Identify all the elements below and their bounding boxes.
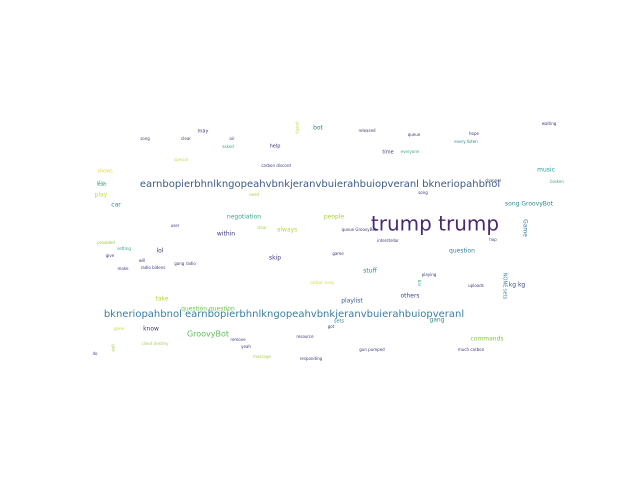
- word-44: special: [174, 157, 188, 162]
- word-51: hop: [489, 237, 497, 242]
- word-31: broken: [550, 179, 564, 184]
- word-24: kg kg: [509, 282, 526, 289]
- word-55: give: [106, 253, 115, 258]
- word-67: remove: [230, 337, 246, 342]
- word-30: NONE sets: [502, 273, 508, 300]
- word-5: negotiation: [227, 214, 261, 221]
- word-16: lol: [156, 248, 163, 255]
- word-9: skip: [269, 255, 281, 262]
- word-66: resource: [296, 334, 314, 339]
- word-17: know: [143, 326, 159, 333]
- word-10: stuff: [363, 268, 377, 275]
- word-62: carbon easy: [310, 280, 335, 285]
- word-8: within: [217, 231, 235, 238]
- word-48: clear: [257, 225, 267, 230]
- word-60: game: [332, 251, 344, 256]
- word-78: gee: [111, 344, 116, 352]
- word-52: play: [97, 180, 106, 185]
- word-28: take: [156, 296, 169, 303]
- word-71: message: [253, 354, 272, 359]
- word-2: bkneriopahbnol earnbopierbhnlkngopeahvbn…: [104, 309, 464, 320]
- word-36: asked: [222, 144, 234, 149]
- word-39: every listen: [454, 139, 478, 144]
- word-12: others: [400, 293, 419, 300]
- word-75: got: [328, 324, 335, 329]
- word-49: queue GroovyBot: [342, 227, 377, 232]
- word-40: everyone: [401, 149, 420, 154]
- word-34: clear: [181, 136, 191, 141]
- word-35: air: [229, 136, 235, 141]
- word-7: people: [324, 214, 345, 221]
- word-43: carbon discord: [261, 163, 291, 168]
- word-11: playlist: [341, 298, 363, 305]
- word-6: always: [277, 227, 298, 234]
- word-4: question question: [181, 306, 235, 313]
- word-57: radio bidens: [141, 265, 166, 270]
- word-72: responding: [300, 356, 323, 361]
- word-22: play: [95, 192, 108, 199]
- word-13: question: [449, 248, 475, 255]
- word-47: user: [171, 223, 180, 228]
- word-73: gone: [114, 326, 125, 331]
- word-29: Game: [522, 219, 529, 237]
- word-58: gang radio: [174, 261, 196, 266]
- word-27: commands: [470, 336, 503, 343]
- word-74: do: [93, 351, 99, 356]
- word-65: yeah: [241, 344, 251, 349]
- word-46: song: [418, 190, 428, 195]
- word-64: bar: [417, 280, 422, 287]
- word-56: will: [139, 258, 146, 263]
- word-63: uploads: [468, 283, 484, 288]
- word-69: much carbon: [458, 347, 485, 352]
- word-18: time: [382, 150, 393, 156]
- word-3: GroovyBot: [187, 330, 229, 339]
- word-79: song: [140, 136, 150, 141]
- word-1: earnbopierbhnlkngopeahvbnkjeranvbuierahb…: [140, 179, 500, 190]
- word-25: sets: [334, 319, 345, 325]
- word-41: waiting: [542, 121, 557, 126]
- word-32: channel: [485, 178, 501, 183]
- word-53: provided: [97, 240, 115, 245]
- word-76: pretty: [295, 122, 300, 135]
- word-14: song GroovyBot: [505, 201, 554, 208]
- word-20: bot: [313, 125, 323, 132]
- word-59: make: [118, 266, 130, 271]
- word-33: may: [198, 129, 209, 135]
- word-15: music: [537, 167, 555, 174]
- word-0: trump trump: [371, 212, 499, 236]
- word-68: gun pumped: [359, 347, 385, 352]
- word-42: hope: [469, 131, 480, 136]
- word-70: client destiny: [142, 341, 170, 346]
- word-21: shows: [97, 169, 113, 175]
- word-50: interstellar: [377, 238, 399, 243]
- word-19: help: [270, 144, 281, 150]
- word-45: need: [249, 192, 259, 197]
- word-61: playing: [422, 272, 437, 277]
- word-37: released: [358, 128, 376, 133]
- word-54: setting: [117, 246, 131, 251]
- word-38: queue: [408, 132, 421, 137]
- word-23: car: [111, 202, 121, 209]
- word-26: gang: [429, 317, 444, 324]
- word-77: start: [97, 182, 107, 187]
